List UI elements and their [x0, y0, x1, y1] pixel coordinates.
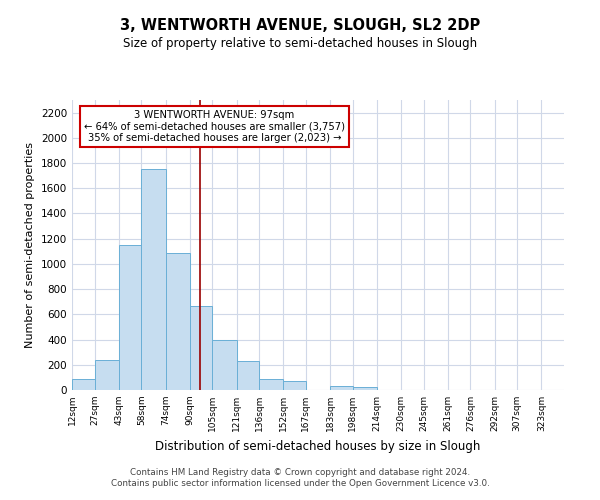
Bar [166, 252, 190, 390]
Text: 3, WENTWORTH AVENUE, SLOUGH, SL2 2DP: 3, WENTWORTH AVENUE, SLOUGH, SL2 2DP [120, 18, 480, 32]
Text: Size of property relative to semi-detached houses in Slough: Size of property relative to semi-detach… [123, 38, 477, 51]
Bar [72, 378, 95, 390]
X-axis label: Distribution of semi-detached houses by size in Slough: Distribution of semi-detached houses by … [155, 440, 481, 452]
Bar [119, 245, 142, 390]
Bar [95, 360, 119, 390]
Bar [353, 388, 377, 390]
Bar [330, 386, 353, 390]
Bar [212, 340, 236, 390]
Bar [190, 306, 212, 390]
Bar [142, 170, 166, 390]
Text: 3 WENTWORTH AVENUE: 97sqm
← 64% of semi-detached houses are smaller (3,757)
35% : 3 WENTWORTH AVENUE: 97sqm ← 64% of semi-… [84, 110, 345, 143]
Bar [236, 361, 259, 390]
Bar [259, 378, 283, 390]
Bar [283, 381, 306, 390]
Text: Contains HM Land Registry data © Crown copyright and database right 2024.
Contai: Contains HM Land Registry data © Crown c… [110, 468, 490, 487]
Y-axis label: Number of semi-detached properties: Number of semi-detached properties [25, 142, 35, 348]
